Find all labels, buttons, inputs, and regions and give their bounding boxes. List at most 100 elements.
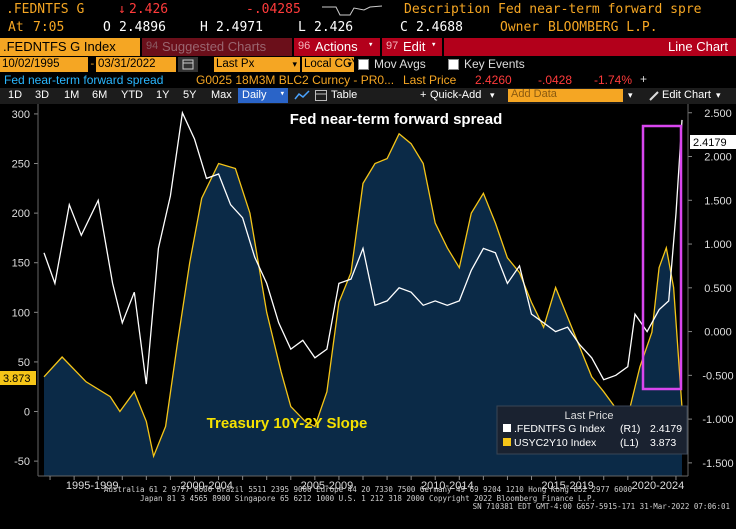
x-axis-label: 2015-2019 [541,480,594,492]
period-1y[interactable]: 1Y [156,89,170,101]
mov-avgs-checkbox[interactable] [358,59,369,70]
legend-row-fed-axis: (R1) [620,423,640,435]
close-label: C [400,20,408,35]
add-data-caret-icon: ▾ [628,90,633,100]
line-chart-icon[interactable] [294,89,310,102]
suggested-label: Suggested Charts [162,39,267,54]
right-axis-label: -1.500 [702,458,733,470]
x-axis-label: 1995-1999 [66,480,119,492]
low-value: 2.426 [314,20,354,35]
open-label: O [103,20,111,35]
settings-row: 10/02/1995 - 03/31/2022 Last Px ▾ Local … [0,57,736,73]
right-axis-label: 0.000 [704,327,732,339]
period-max[interactable]: Max [211,89,232,101]
right-value-tag-text: 2.4179 [693,137,727,149]
left-value-tag-text: 3.873 [3,373,31,385]
edit-caret-icon: ▾ [431,40,437,50]
mov-avgs-label: Mov Avgs [374,57,426,71]
left-axis-label: 150 [12,258,30,270]
left-value-tag [0,371,36,385]
legend-row-slope-value: 3.873 [650,437,676,449]
right-axis-label: 1.000 [704,239,732,251]
legend-row-fed-name: .FEDNTFS G Index [514,423,606,435]
view-title: Line Chart [668,39,728,54]
legend-expand-icon[interactable]: + [640,72,648,86]
legend-secondary: G0025 18M3M BLC2 Curncy - PR0... [196,73,395,87]
actions-caret-icon: ▾ [368,40,374,50]
table-icon [315,90,327,101]
period-ytd[interactable]: YTD [121,89,143,101]
slope-area [44,133,682,477]
legend-last-price: 2.4260 [475,73,512,87]
owner-label: Owner [500,20,540,35]
quick-add-button[interactable]: Quick-Add [430,89,482,101]
period-toolbar: 1D 3D 1M 6M YTD 1Y 5Y Max Daily ▾ Table … [0,88,736,104]
ticker[interactable]: .FEDNTFS G [6,2,85,17]
left-axis-label: 300 [12,109,30,121]
open-value: 2.4896 [119,20,166,35]
start-date-input[interactable]: 10/02/1995 [0,57,88,72]
chart-legend: Last Price .FEDNTFS G Index (R1) 2.4179 … [496,405,688,455]
calendar-button[interactable] [178,57,198,72]
right-value-tag [690,135,736,149]
add-data-placeholder: Add Data [511,88,557,100]
x-axis-label: 2005-2009 [301,480,354,492]
edit-menu[interactable]: 97 Edit ▾ [382,38,442,56]
legend-row-fed-value: 2.4179 [650,423,682,435]
table-button[interactable]: Table [331,89,358,101]
x-axis-label: 2000-2004 [180,480,233,492]
right-axis-label: -1.000 [702,414,733,426]
currency-value: Local CCY [304,58,359,70]
last-arrow-icon: ↓ [118,2,126,17]
price-field-value: Last Px [216,58,255,70]
legend-change: -.0428 [538,73,573,87]
quick-add-plus-icon: + [420,89,427,101]
last-price: 2.426 [129,2,169,17]
legend-pct: -1.74% [594,73,633,87]
price-field-select[interactable]: Last Px ▾ [214,57,300,72]
edit-chart-button[interactable]: Edit Chart [662,89,711,101]
period-3d[interactable]: 3D [35,89,50,101]
currency-select[interactable]: Local CCY ▾ [302,57,359,72]
left-axis-label: 200 [12,208,30,220]
low-label: L [298,20,306,35]
fed-spread-line [43,110,683,385]
period-1m[interactable]: 1M [64,89,80,101]
edit-num: 97 [386,40,399,52]
period-1d[interactable]: 1D [8,89,23,101]
calendar-icon [182,59,194,70]
legend-strip: Fed near-term forward spread G0025 18M3M… [0,72,736,88]
suggested-charts-button[interactable]: 94 Suggested Charts [142,38,292,56]
chart-title: Fed near-term forward spread [290,111,503,128]
right-axis-label: 2.000 [704,152,732,164]
legend-header: Last Price [565,410,614,422]
frequency-select[interactable]: Daily ▾ [238,88,288,103]
view-title-bar: Line Chart [444,38,736,56]
high-label: H [200,20,208,35]
chart-canvas[interactable]: 300 250 200 150 100 50 0 -50 2.500 2.000 1.500 1.0… [0,104,736,498]
currency-caret-icon: ▾ [347,59,352,69]
period-6m[interactable]: 6M [92,89,108,101]
end-date-input[interactable]: 03/31/2022 [96,57,176,72]
actions-menu[interactable]: 96 Actions ▾ [294,38,380,56]
at-time: 7:05 [33,20,65,35]
key-events-checkbox[interactable] [448,59,459,70]
footer-line-2: Japan 81 3 4565 8900 Singapore 65 6212 1… [139,493,597,503]
frequency-caret-icon: ▾ [279,89,285,99]
x-axis-label: 2020-2024 [632,480,685,492]
period-5y[interactable]: 5Y [183,89,197,101]
slope-annotation: Treasury 10Y-2Y Slope [207,415,368,432]
pencil-icon [649,91,659,101]
add-data-input[interactable]: Add Data [508,88,623,102]
left-axis-label: -50 [14,456,30,468]
close-value: 2.4688 [416,20,463,35]
description-value: Fed near-term forward spre [498,2,702,17]
x-axis-label: 2010-2014 [421,480,474,492]
right-axis-label: -0.500 [702,370,733,382]
at-label: At [8,20,24,35]
left-axis-label: 100 [12,307,30,319]
quote-header-row-2: At 7:05 O 2.4896 H 2.4971 L 2.426 C 2.46… [0,20,736,37]
footer-line-1: Australia 61 2 9777 8600 Brazil 5511 239… [103,485,633,494]
frequency-value: Daily [242,89,267,101]
security-box[interactable]: .FEDNTFS G Index [0,38,140,56]
